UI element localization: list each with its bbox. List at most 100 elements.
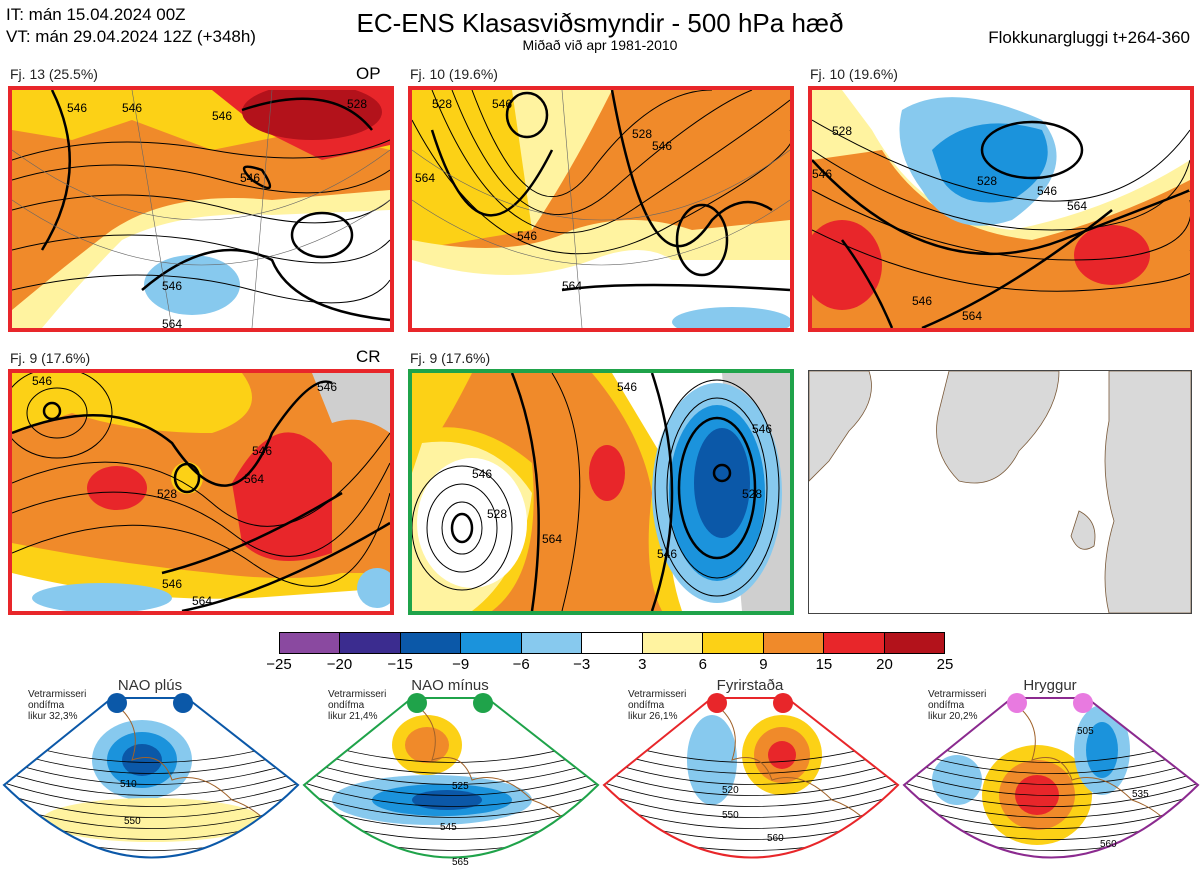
regime-marker-dot	[107, 693, 127, 713]
colorbar-tick-label: −9	[452, 656, 470, 673]
valid-time: VT: mán 29.04.2024 12Z (+348h)	[6, 27, 256, 46]
height-contour	[604, 800, 898, 829]
regime-note-line: likur 32,3%	[28, 711, 78, 722]
contour-label: 546	[617, 380, 637, 394]
height-contour	[604, 778, 898, 807]
anomaly-area	[405, 727, 449, 763]
cluster-map-4: 546 546 564 528 546 546 564	[8, 369, 394, 615]
colorbar-tick-label: 25	[936, 656, 954, 673]
regime-name: NAO plús	[117, 677, 183, 694]
height-contour	[304, 756, 598, 785]
regime-note-line: Vetrarmisseri	[28, 689, 87, 700]
contour-label: 546	[32, 374, 52, 388]
regime-note-line: ondífma	[928, 700, 965, 711]
empty-map-panel	[808, 370, 1192, 614]
empty-map-svg	[809, 371, 1191, 613]
contour-label: 564	[192, 594, 212, 608]
colorbar-tick-label: 6	[698, 656, 707, 673]
regime-note-line: Vetrarmisseri	[628, 689, 687, 700]
colorbar-tick-label: −3	[573, 656, 591, 673]
contour-label: 546	[752, 422, 772, 436]
regime-border	[602, 697, 900, 859]
contour-label: 528	[832, 124, 852, 138]
regime-border	[2, 697, 300, 859]
regime-note: Vetrarmisseri ondífma likur 21,4%	[328, 689, 386, 722]
contour-label: 564	[244, 472, 264, 486]
regime-note-line: ondífma	[28, 700, 65, 711]
colorbar-tick-label: −25	[266, 656, 292, 673]
height-contour	[304, 789, 598, 818]
height-contour	[4, 756, 298, 785]
height-contour	[904, 778, 1198, 807]
height-contour	[604, 789, 898, 818]
regime-map: 520 550 560	[602, 697, 900, 859]
coastline	[121, 709, 283, 841]
init-time: IT: mán 15.04.2024 00Z	[6, 5, 186, 24]
colorbar-segment	[461, 633, 522, 653]
colorbar-tick-label: −6	[512, 656, 530, 673]
contour-label: 546	[517, 229, 537, 243]
cluster-map-5: 546 546 564 528 546 546 528	[408, 369, 794, 615]
contour-label: 546	[252, 444, 272, 458]
regime-marker-dot	[773, 693, 793, 713]
cluster-map-3-svg: 528 546 528 564 546 546 564	[812, 90, 1190, 328]
colorbar-tick-label: 3	[638, 656, 647, 673]
regime-note-line: likur 21,4%	[328, 711, 378, 722]
contour-label: 546	[162, 279, 182, 293]
regime-marker-dot	[173, 693, 193, 713]
colorbar-segment	[824, 633, 885, 653]
height-contour	[904, 756, 1198, 785]
cluster-4-label: Fj. 9 (17.6%)	[10, 350, 91, 366]
regime-note-line: Vetrarmisseri	[928, 689, 987, 700]
coastline	[1021, 709, 1183, 841]
height-contour	[4, 767, 298, 796]
classification-window: Flokkunargluggi t+264-360	[988, 28, 1190, 47]
regime-contour-label: 520	[722, 785, 739, 796]
anomaly-area	[768, 741, 796, 769]
regime-marker-dot	[1073, 693, 1093, 713]
regime-border	[302, 697, 600, 859]
regime-note: Vetrarmisseri ondífma likur 26,1%	[628, 689, 686, 722]
cluster-map-3: 528 546 528 564 546 546 564	[808, 86, 1194, 332]
contour-label: 546	[912, 294, 932, 308]
colorbar-segment	[884, 633, 944, 653]
height-contour	[304, 778, 598, 807]
regime-contour-label: 550	[722, 810, 739, 821]
contour-label: 546	[652, 139, 672, 153]
contour-label: 546	[212, 109, 232, 123]
regime-note: Vetrarmisseri ondífma likur 32,3%	[28, 689, 86, 722]
cluster-2-label: Fj. 10 (19.6%)	[410, 66, 498, 82]
regime-contour-label: 560	[1100, 839, 1117, 850]
anomaly-area	[1012, 859, 1048, 870]
contour-label: 564	[562, 279, 582, 293]
anomaly-area	[42, 798, 262, 842]
regime-map: 510 550	[2, 697, 300, 859]
contour-label: 546	[317, 380, 337, 394]
contour-label: 546	[122, 101, 142, 115]
regime-marker-dot	[1007, 693, 1027, 713]
colorbar-segment	[400, 633, 462, 653]
colorbar	[279, 632, 945, 654]
contour-label: 528	[347, 97, 367, 111]
colorbar-tick-label: 15	[815, 656, 833, 673]
height-contour	[604, 767, 898, 796]
cluster-map-4-svg: 546 546 564 528 546 546 564	[12, 373, 390, 611]
regime-contour-label: 560	[767, 833, 784, 844]
regime-name: NAO mínus	[411, 677, 489, 694]
contour-label: 546	[472, 467, 492, 481]
colorbar-segment	[763, 633, 825, 653]
contour-label: 546	[240, 171, 260, 185]
colorbar-segment	[703, 633, 764, 653]
regime-marker-dot	[473, 693, 493, 713]
contour-label: 564	[1067, 199, 1087, 213]
height-contour	[4, 789, 298, 818]
regime-name: Hryggur	[1023, 677, 1077, 694]
regime-note-line: Vetrarmisseri	[328, 689, 387, 700]
anomaly-area	[932, 755, 982, 805]
colorbar-segment	[582, 633, 643, 653]
contour-label: 564	[542, 532, 562, 546]
cluster-map-1-svg: 546 546 546 546 564 528 546	[12, 90, 390, 328]
regime-contour-label: 510	[120, 779, 137, 790]
regime-name: Fyrirstaða	[716, 677, 784, 694]
cluster-3-label: Fj. 10 (19.6%)	[810, 66, 898, 82]
